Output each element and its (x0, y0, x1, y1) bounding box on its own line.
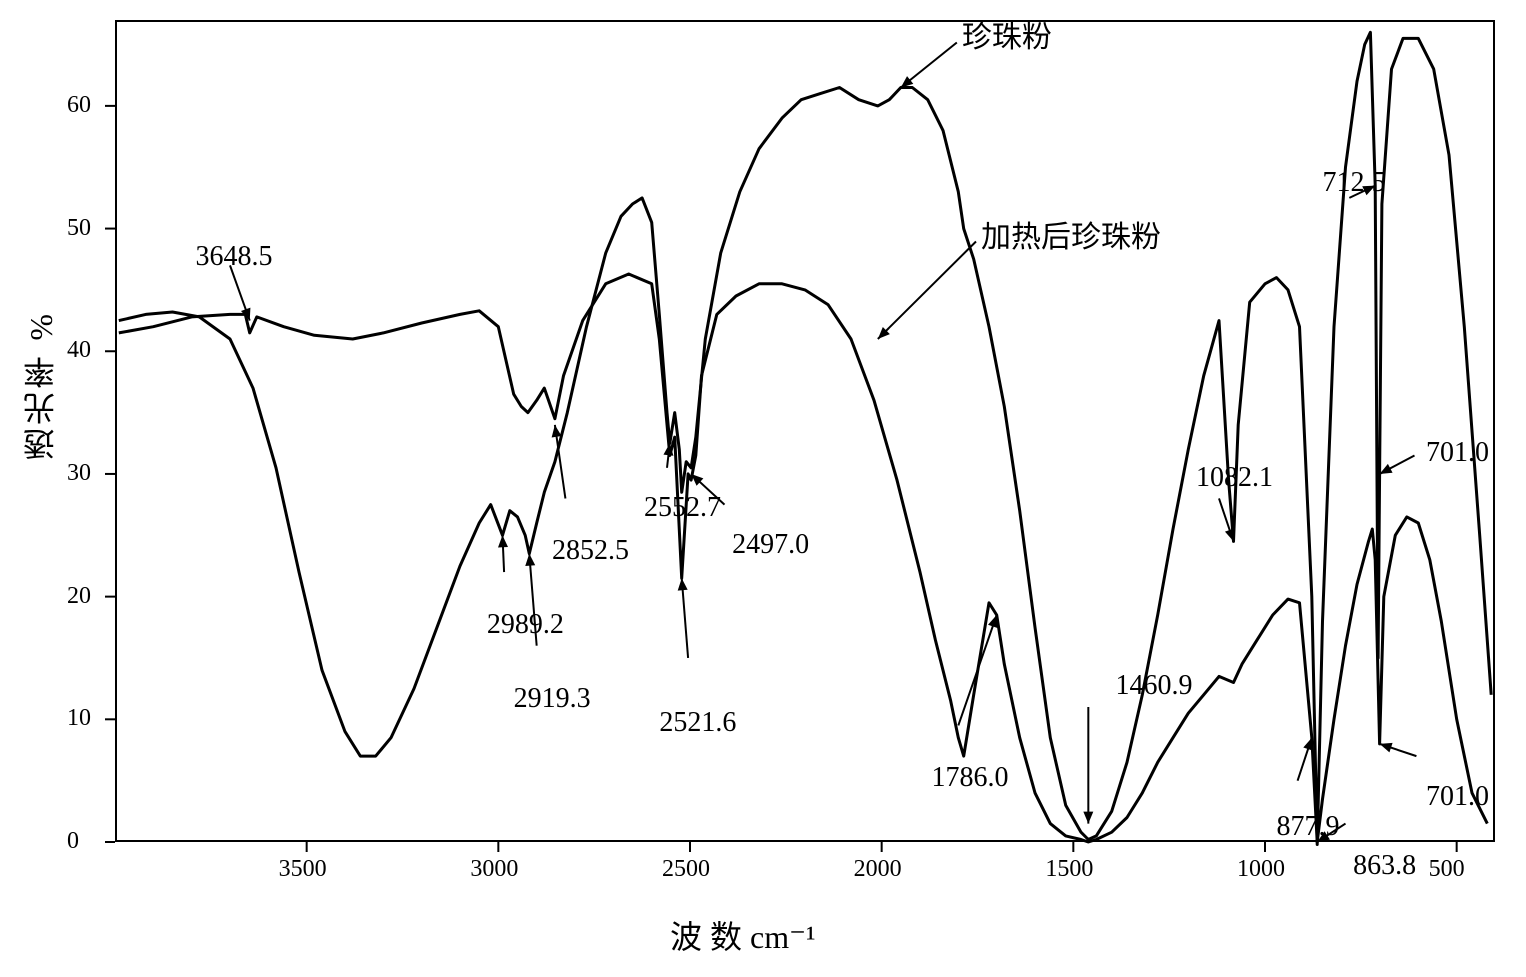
peak-label: 863.8 (1353, 850, 1416, 882)
peak-label: 加热后珍珠粉 (981, 212, 1161, 256)
x-tick-label: 2500 (662, 856, 710, 883)
x-tick-label: 3500 (279, 856, 327, 883)
peak-label: 2852.5 (552, 535, 629, 567)
y-tick-label: 20 (67, 583, 91, 610)
x-tick-label: 2000 (854, 856, 902, 883)
peak-label: 3648.5 (196, 241, 273, 273)
peak-label: 2989.2 (487, 609, 564, 641)
peak-label: 712.5 (1323, 167, 1386, 199)
x-tick-label: 1000 (1237, 856, 1285, 883)
x-tick-label: 3000 (470, 856, 518, 883)
y-tick-label: 60 (67, 92, 91, 119)
peak-label: 珍珠粉 (962, 12, 1052, 56)
peak-label: 2497.0 (732, 529, 809, 561)
peak-label: 1786.0 (932, 762, 1009, 794)
series-加热后珍珠粉 (119, 32, 1491, 844)
peak-label: 877.9 (1277, 811, 1340, 843)
peak-label: 1082.1 (1196, 462, 1273, 494)
peak-label: 2521.6 (659, 707, 736, 739)
y-tick-label: 30 (67, 460, 91, 487)
y-tick-label: 40 (67, 337, 91, 364)
peak-label: 701.0 (1426, 437, 1489, 469)
peak-label: 1460.9 (1116, 670, 1193, 702)
x-tick-label: 500 (1429, 856, 1465, 883)
peak-label: 701.0 (1426, 781, 1489, 813)
y-tick-label: 10 (67, 705, 91, 732)
y-tick-label: 0 (67, 828, 79, 855)
peak-label: 2919.3 (514, 683, 591, 715)
y-tick-label: 50 (67, 215, 91, 242)
peak-label: 2552.7 (644, 492, 721, 524)
x-tick-label: 1500 (1045, 856, 1093, 883)
